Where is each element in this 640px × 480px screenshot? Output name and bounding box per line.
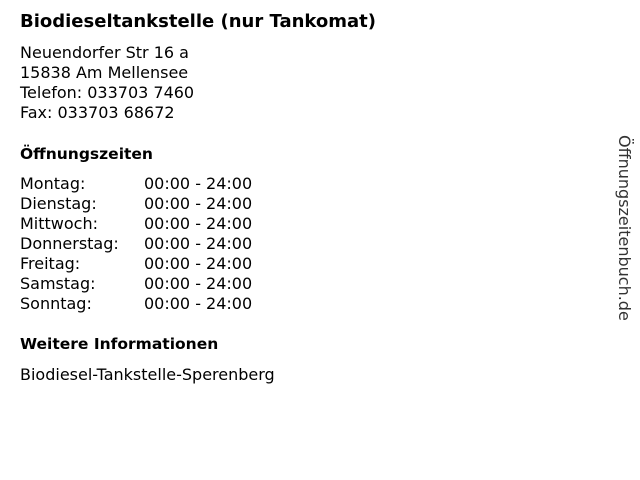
hours-row: Sonntag: 00:00 - 24:00 bbox=[20, 294, 252, 314]
time-range: 00:00 - 24:00 bbox=[144, 174, 253, 193]
day-label: Samstag: bbox=[20, 274, 96, 293]
day-label: Mittwoch: bbox=[20, 214, 98, 233]
hours-row: Samstag: 00:00 - 24:00 bbox=[20, 274, 252, 294]
hours-table: Montag: 00:00 - 24:00 Dienstag: 00:00 - 24:… bbox=[20, 174, 252, 314]
phone: Telefon: 033703 7460 bbox=[20, 83, 195, 102]
day-label: Montag: bbox=[20, 174, 86, 193]
hours-row: Donnerstag: 00:00 - 24:00 bbox=[20, 234, 252, 254]
hours-row: Montag: 00:00 - 24:00 bbox=[20, 174, 252, 194]
hours-row: Mittwoch: 00:00 - 24:00 bbox=[20, 214, 252, 234]
hours-row: Dienstag: 00:00 - 24:00 bbox=[20, 194, 252, 214]
time-range: 00:00 - 24:00 bbox=[144, 214, 253, 233]
fax: Fax: 033703 68672 bbox=[20, 103, 175, 122]
hours-heading: Öffnungszeiten bbox=[20, 145, 153, 163]
day-label: Freitag: bbox=[20, 254, 81, 273]
day-label: Sonntag: bbox=[20, 294, 92, 313]
city: 15838 Am Mellensee bbox=[20, 63, 189, 82]
day-label: Donnerstag: bbox=[20, 234, 119, 253]
time-range: 00:00 - 24:00 bbox=[144, 294, 253, 313]
address-block: Neuendorfer Str 16 a 15838 Am Mellensee … bbox=[20, 43, 194, 123]
page-title: Biodieseltankstelle (nur Tankomat) bbox=[20, 11, 376, 32]
info-heading: Weitere Informationen bbox=[20, 335, 219, 353]
time-range: 00:00 - 24:00 bbox=[144, 274, 253, 293]
street: Neuendorfer Str 16 a bbox=[20, 43, 189, 62]
time-range: 00:00 - 24:00 bbox=[144, 254, 253, 273]
day-label: Dienstag: bbox=[20, 194, 97, 213]
info-text: Biodiesel-Tankstelle-Sperenberg bbox=[20, 365, 275, 384]
hours-row: Freitag: 00:00 - 24:00 bbox=[20, 254, 252, 274]
watermark: Öffnungszeitenbuch.de bbox=[615, 135, 634, 321]
time-range: 00:00 - 24:00 bbox=[144, 234, 253, 253]
time-range: 00:00 - 24:00 bbox=[144, 194, 253, 213]
